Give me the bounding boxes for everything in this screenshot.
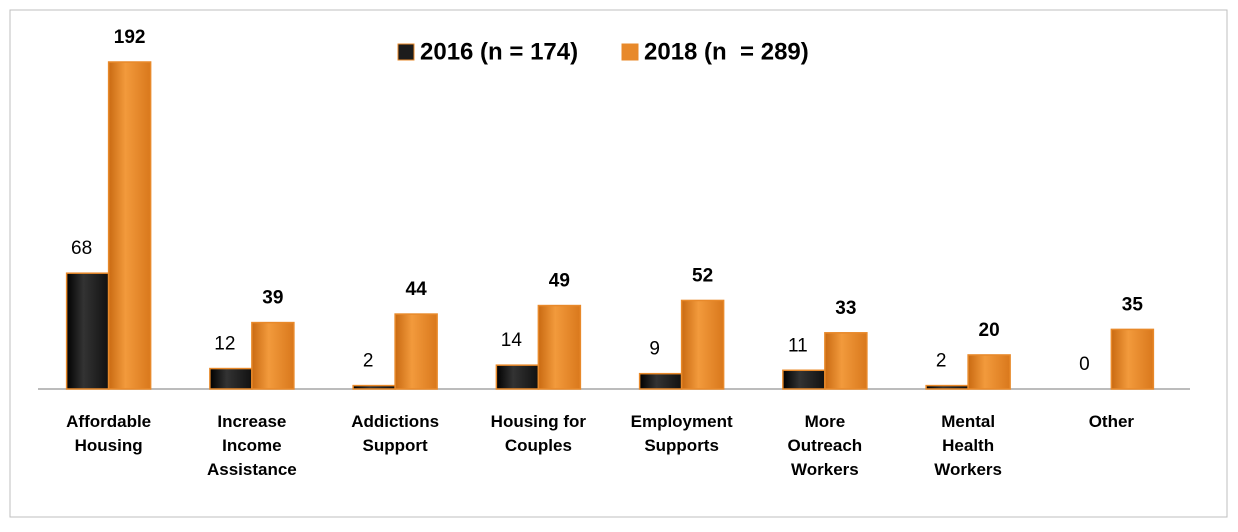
x-tick-label-line: Other	[1089, 412, 1135, 431]
bar	[782, 369, 826, 390]
x-tick-label: Other	[1089, 412, 1135, 431]
x-tick-label: Employment Supports	[631, 412, 733, 455]
x-tick-label-line: Health	[942, 436, 994, 455]
bar	[967, 354, 1011, 390]
value-label: 11	[788, 335, 808, 356]
legend-label: 2018 (n = 289)	[644, 38, 809, 65]
chart-frame	[9, 9, 1228, 518]
x-tick-label-line: Workers	[791, 460, 859, 479]
bar	[537, 304, 582, 390]
value-label: 52	[692, 265, 713, 286]
x-tick-label-line: Assistance	[207, 460, 297, 479]
value-label: 14	[501, 330, 523, 351]
bar	[925, 384, 969, 390]
bar	[65, 272, 110, 390]
bar	[394, 313, 438, 390]
value-label: 49	[549, 271, 570, 292]
x-tick-label-line: Affordable	[66, 412, 151, 431]
x-tick-label-line: Outreach	[788, 436, 863, 455]
x-tick-label-line: Housing	[75, 436, 143, 455]
bar	[638, 372, 683, 390]
x-tick-label: Housing for Couples	[491, 412, 587, 455]
x-tick-label: Addictions Support	[351, 412, 439, 455]
x-tick-label-line: Employment	[631, 412, 733, 431]
x-tick-label-line: Addictions	[351, 412, 439, 431]
value-label: 44	[406, 279, 428, 300]
x-tick-label-line: Mental	[941, 412, 995, 431]
value-label: 39	[262, 288, 283, 309]
x-tick-label: More Outreach Workers	[788, 412, 863, 479]
value-label: 2	[936, 351, 947, 372]
x-tick-label: Mental Health Workers	[934, 412, 1002, 479]
x-tick-label-line: Income	[222, 436, 282, 455]
x-tick-label-line: Increase	[217, 412, 286, 431]
x-tick-label-line: More	[805, 412, 846, 431]
bar	[1110, 328, 1155, 390]
x-tick-label-line: Support	[363, 436, 428, 455]
bar	[209, 367, 253, 390]
value-label: 12	[214, 334, 235, 355]
value-label: 20	[979, 320, 1000, 341]
bar	[680, 299, 725, 390]
value-label: 35	[1122, 294, 1144, 315]
x-tick-label-line: Supports	[644, 436, 719, 455]
bar	[495, 364, 540, 390]
value-label: 33	[835, 298, 856, 319]
value-label: 9	[649, 339, 660, 360]
x-tick-label-line: Workers	[934, 460, 1002, 479]
bar	[824, 332, 868, 390]
value-label: 68	[71, 238, 92, 259]
value-label: 192	[114, 27, 146, 48]
x-tick-label-line: Couples	[505, 436, 572, 455]
value-label: 2	[363, 351, 374, 372]
bar	[352, 384, 396, 390]
legend-label: 2016 (n = 174)	[420, 38, 578, 65]
value-label: 0	[1079, 354, 1090, 375]
legend-swatch	[621, 43, 639, 61]
bar	[251, 321, 295, 390]
x-tick-label-line: Housing for	[491, 412, 587, 431]
legend-swatch	[397, 43, 415, 61]
x-tick-label: Affordable Housing	[66, 412, 151, 455]
bar	[107, 61, 152, 390]
x-tick-label: Increase Income Assistance	[207, 412, 297, 479]
